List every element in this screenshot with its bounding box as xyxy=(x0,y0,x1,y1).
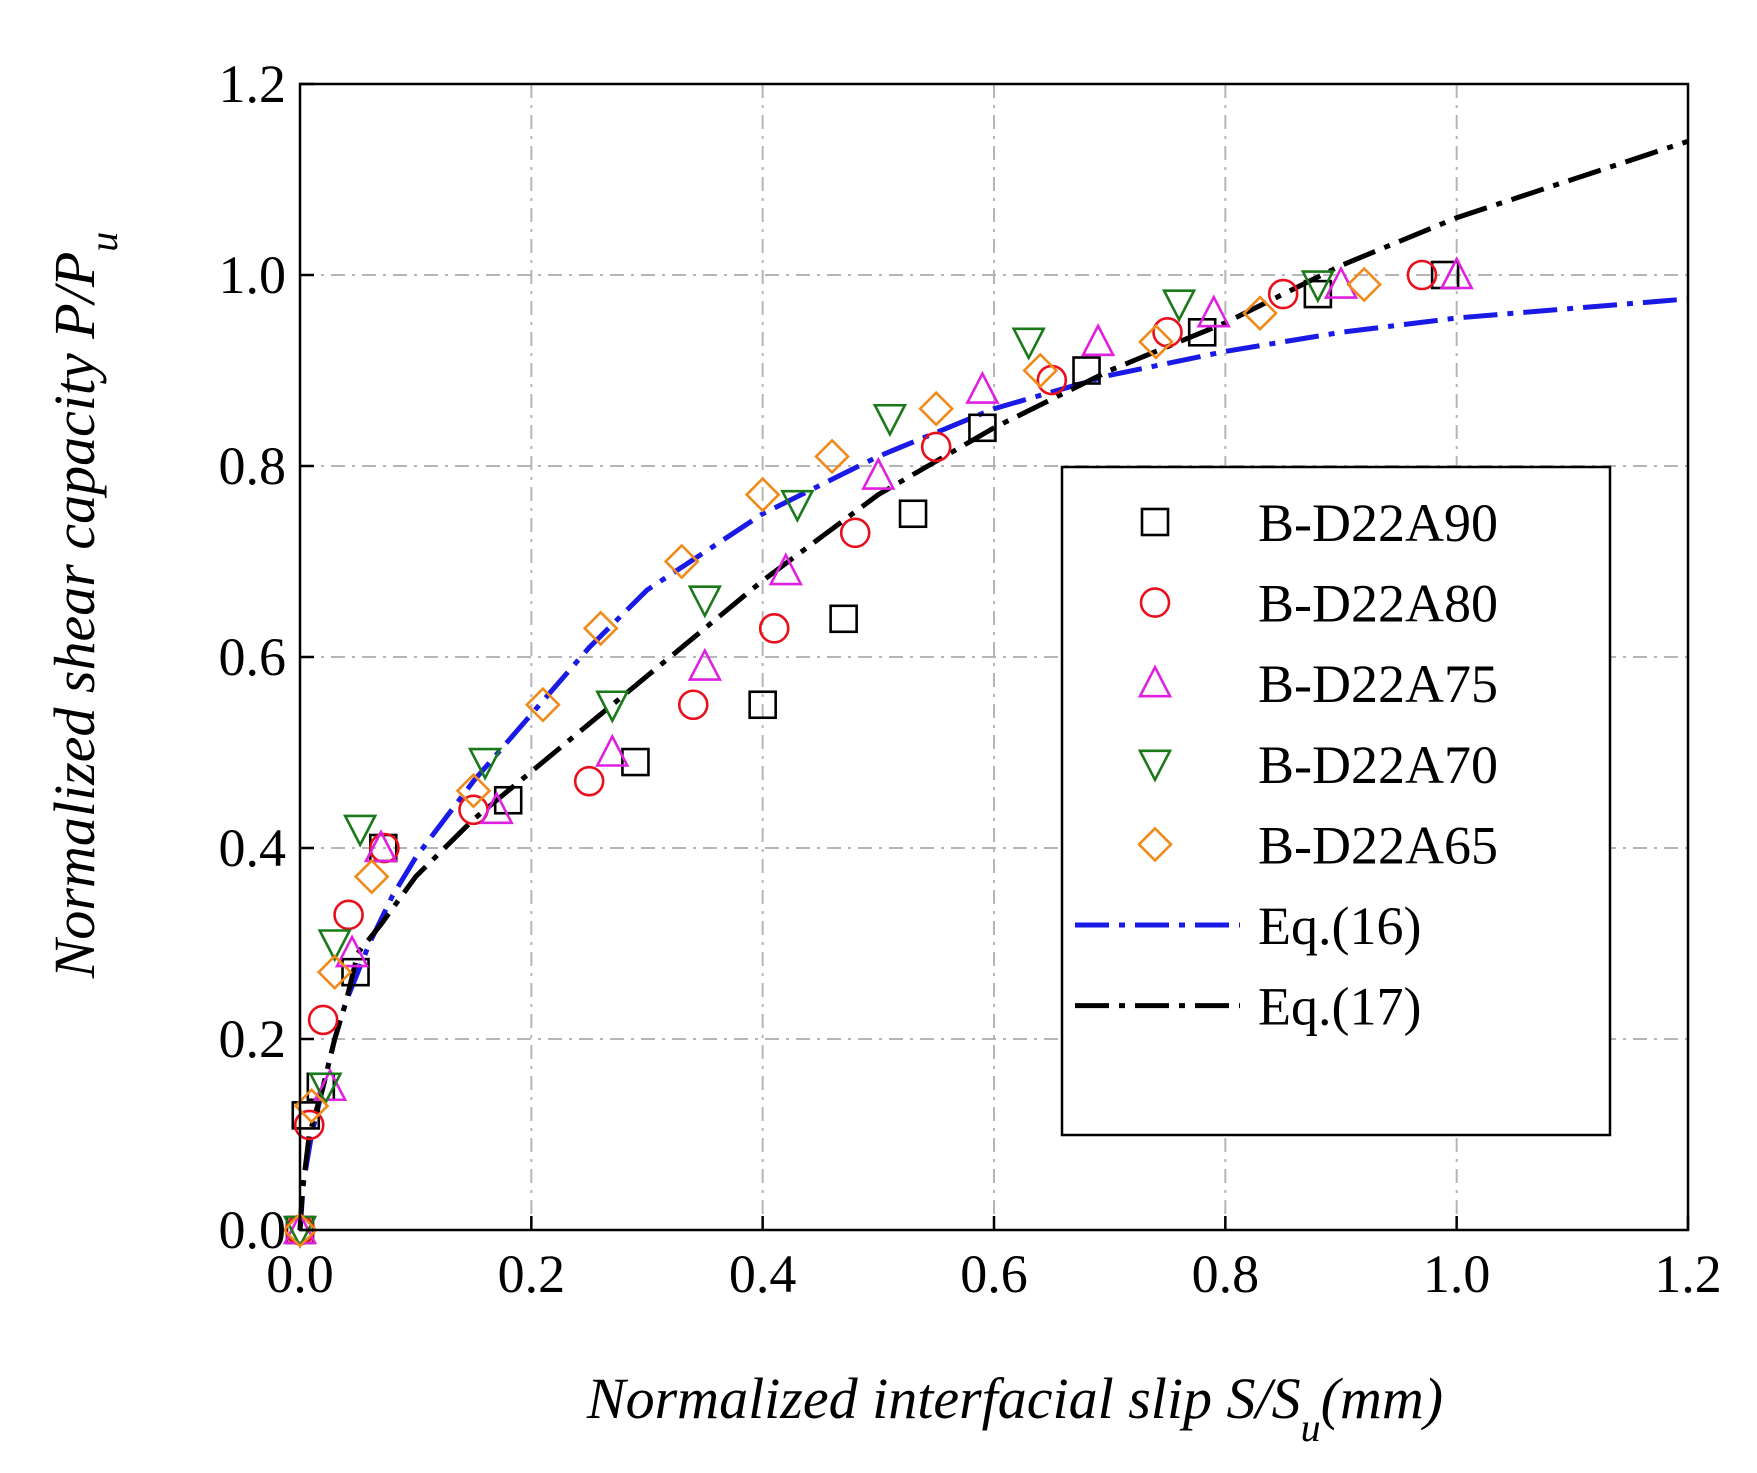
y-tick-label: 0.8 xyxy=(219,436,287,496)
point-circle xyxy=(677,689,709,721)
point-circle xyxy=(333,899,364,931)
point-circle xyxy=(758,613,790,644)
point-circle xyxy=(573,765,605,797)
point-triangle-up xyxy=(363,829,399,863)
x-tick-label: 1.2 xyxy=(1654,1244,1722,1304)
point-square xyxy=(341,957,370,987)
point-square xyxy=(493,785,523,815)
tick-labels: 0.0 0.2 0.4 0.6 0.8 1.0 1.2 0.0 0.2 0.4 0.6 0.8 1.0 1… xyxy=(219,54,1722,1304)
legend-label: B-D22A75 xyxy=(1258,654,1498,714)
legend-label: Eq.(17) xyxy=(1258,977,1421,1037)
y-tick-label: 1.2 xyxy=(219,54,287,114)
point-circle xyxy=(307,1004,339,1036)
point-square xyxy=(968,413,997,443)
x-tick-label: 0.0 xyxy=(266,1244,334,1304)
point-triangle-up xyxy=(861,456,896,490)
point-triangle-down xyxy=(317,929,352,963)
point-diamond xyxy=(525,686,561,723)
point-diamond xyxy=(663,543,700,580)
point-diamond xyxy=(1138,324,1174,360)
legend-label: B-D22A80 xyxy=(1258,574,1498,634)
x-tick-label: 0.2 xyxy=(498,1244,566,1304)
point-diamond xyxy=(353,858,390,895)
point-triangle-down xyxy=(1011,327,1046,361)
legend: B-D22A90 B-D22A80 B-D22A75 B-D22A70 B-D22A65… xyxy=(1060,465,1612,1137)
series-B-D22A65 xyxy=(282,266,1382,1248)
point-triangle-up xyxy=(965,370,1000,404)
x-tick-label: 0.8 xyxy=(1192,1244,1260,1304)
point-triangle-up xyxy=(334,934,370,968)
point-triangle-down xyxy=(1300,270,1336,304)
point-square xyxy=(898,499,928,529)
curve-Eq.(16) xyxy=(297,296,1689,1231)
x-axis-title: Normalized interfacial slip S/Su(mm) xyxy=(586,1366,1443,1450)
point-diamond xyxy=(582,610,619,647)
axis-ticks xyxy=(298,82,1690,1232)
y-tick-label: 1.0 xyxy=(219,245,287,305)
legend-marker-diamond xyxy=(1137,826,1173,863)
x-tick-label: 0.6 xyxy=(960,1244,1028,1304)
legend-label: Eq.(16) xyxy=(1258,896,1421,956)
point-diamond xyxy=(282,1212,318,1248)
point-triangle-up xyxy=(479,790,514,825)
point-triangle-down xyxy=(1161,289,1197,323)
point-triangle-up xyxy=(768,552,803,586)
x-tick-label: 0.4 xyxy=(729,1244,797,1304)
point-triangle-up xyxy=(1080,323,1116,357)
point-triangle-down xyxy=(467,747,503,781)
point-diamond xyxy=(918,390,955,427)
point-triangle-down xyxy=(780,489,815,524)
legend-box xyxy=(1060,465,1612,1137)
legend-label: B-D22A65 xyxy=(1258,815,1498,875)
point-diamond xyxy=(1242,295,1278,332)
point-triangle-up xyxy=(687,647,722,681)
point-square xyxy=(621,747,650,777)
point-diamond xyxy=(814,438,850,475)
point-circle xyxy=(1267,278,1299,310)
point-triangle-up xyxy=(282,1211,318,1245)
point-diamond xyxy=(1346,266,1382,303)
point-triangle-down xyxy=(872,403,908,438)
point-square xyxy=(1072,356,1101,385)
point-triangle-up xyxy=(1196,294,1231,328)
y-tick-label: 0.0 xyxy=(219,1200,287,1260)
legend-label: B-D22A90 xyxy=(1258,493,1498,553)
point-diamond xyxy=(316,954,353,990)
curve-Eq.(17) xyxy=(297,138,1689,1231)
point-diamond xyxy=(1022,352,1059,389)
point-circle xyxy=(1152,316,1183,348)
y-tick-label: 0.6 xyxy=(219,627,287,687)
legend-marker-triangle-down xyxy=(1137,749,1173,783)
point-diamond xyxy=(744,476,781,513)
point-triangle-down xyxy=(687,585,722,619)
point-triangle-up xyxy=(1439,256,1474,290)
point-square xyxy=(829,604,858,634)
point-diamond xyxy=(455,772,492,809)
legend-marker-square xyxy=(1140,507,1170,537)
point-square xyxy=(748,690,777,720)
point-circle xyxy=(839,517,871,549)
x-tick-label: 1.0 xyxy=(1423,1244,1491,1304)
point-circle xyxy=(293,1109,325,1141)
point-circle xyxy=(920,431,952,463)
point-square xyxy=(1303,279,1333,309)
point-triangle-down xyxy=(343,814,378,848)
point-triangle-down xyxy=(308,1072,343,1106)
y-tick-label: 0.2 xyxy=(219,1009,287,1069)
legend-marker-circle xyxy=(1139,587,1171,618)
y-axis-title: Normalized shear capacity P/Pu xyxy=(42,232,126,980)
point-triangle-up xyxy=(312,1067,348,1102)
y-tick-label: 0.4 xyxy=(219,818,287,878)
point-triangle-down xyxy=(595,690,630,724)
point-circle xyxy=(1406,259,1438,291)
point-triangle-up xyxy=(595,733,630,767)
legend-label: B-D22A70 xyxy=(1258,735,1498,795)
series-B-D22A75 xyxy=(282,256,1474,1245)
legend-marker-triangle-up xyxy=(1137,664,1173,698)
fitted-curves xyxy=(297,138,1689,1231)
